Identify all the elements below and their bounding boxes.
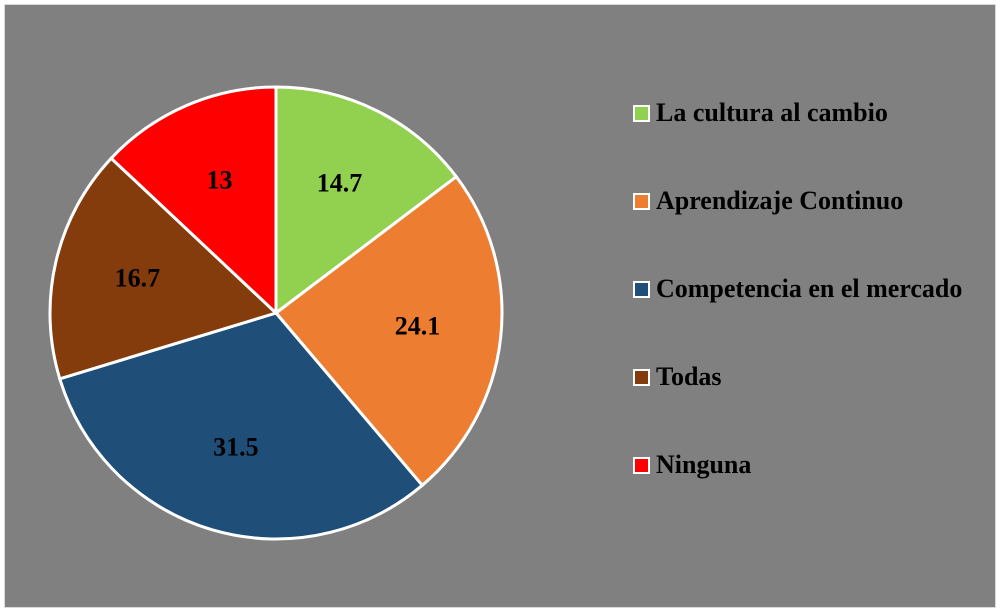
pie-slice bbox=[109, 85, 278, 317]
data-label: 14.7 bbox=[317, 169, 363, 198]
pie-slice bbox=[48, 156, 279, 381]
legend-label: Ninguna bbox=[656, 450, 752, 479]
data-label: 31.5 bbox=[213, 433, 259, 462]
data-label: 13 bbox=[206, 165, 232, 194]
pie-slice bbox=[273, 174, 504, 488]
legend-label: Competencia en el mercado bbox=[656, 274, 963, 303]
legend-label: La cultura al cambio bbox=[656, 98, 888, 127]
legend-label: Todas bbox=[656, 362, 722, 391]
pie-slice bbox=[274, 85, 459, 317]
legend-item: Competencia en el mercado bbox=[633, 272, 963, 306]
pie-slice bbox=[57, 311, 425, 541]
legend-swatch bbox=[633, 369, 650, 386]
legend-item: Aprendizaje Continuo bbox=[633, 184, 963, 218]
legend-label: Aprendizaje Continuo bbox=[656, 186, 904, 215]
legend-item: Todas bbox=[633, 360, 963, 394]
data-label: 16.7 bbox=[115, 264, 161, 293]
legend-swatch bbox=[633, 457, 650, 474]
legend-swatch bbox=[633, 193, 650, 210]
legend-swatch bbox=[633, 281, 650, 298]
legend-item: Ninguna bbox=[633, 448, 963, 482]
legend-item: La cultura al cambio bbox=[633, 96, 963, 130]
legend-swatch bbox=[633, 105, 650, 122]
data-label: 24.1 bbox=[395, 312, 441, 341]
